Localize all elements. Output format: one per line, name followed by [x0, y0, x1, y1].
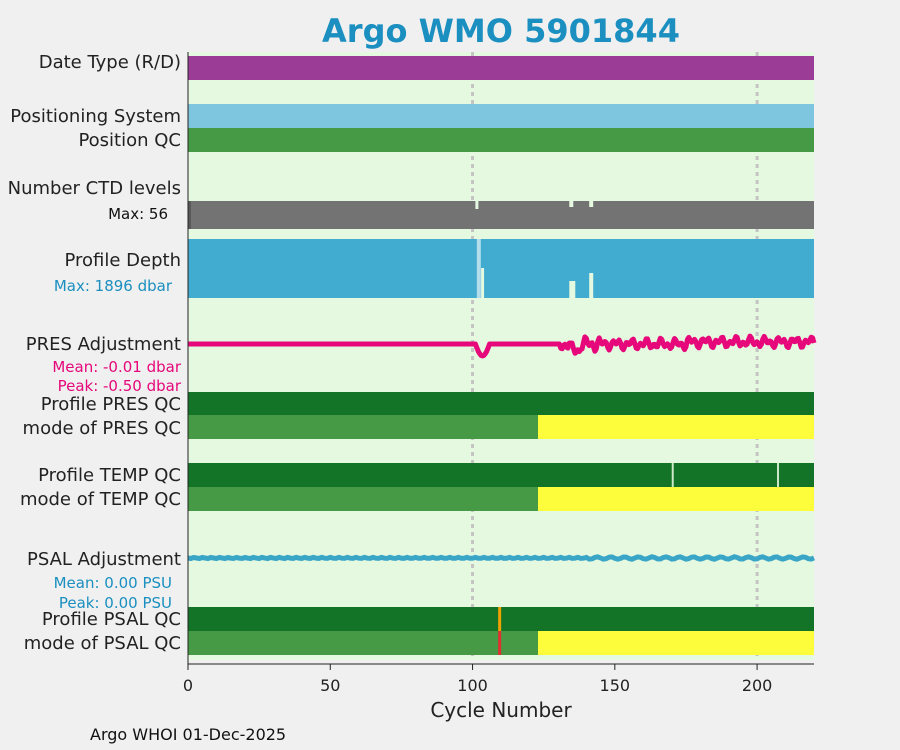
psal-qc-flag-red: [498, 631, 502, 655]
bar-mode-psal-qc-yellow: [537, 631, 814, 655]
label-psal-peak: Peak: 0.00 PSU: [58, 594, 172, 612]
label-mode-temp-qc: mode of TEMP QC: [19, 489, 181, 510]
label-profile-depth: Profile Depth: [64, 250, 181, 271]
x-tick-label: 100: [457, 676, 488, 695]
label-pres-mean: Mean: -0.01 dbar: [52, 358, 181, 376]
bar-date-type: [188, 56, 814, 80]
x-axis-label: Cycle Number: [430, 698, 572, 722]
label-psal-adjustment: PSAL Adjustment: [26, 549, 181, 570]
x-tick-label: 50: [320, 676, 340, 695]
bar-mode-temp-qc-good: [188, 487, 538, 511]
bar-mode-pres-qc-yellow: [537, 415, 814, 439]
ctd-notch: [475, 201, 479, 209]
label-profile-psal-qc: Profile PSAL QC: [41, 609, 181, 630]
footer-credit: Argo WHOI 01-Dec-2025: [90, 725, 287, 744]
bar-positioning-system: [188, 104, 814, 128]
label-mode-pres-qc: mode of PRES QC: [22, 418, 181, 439]
label-profile-pres-qc: Profile PRES QC: [40, 394, 181, 415]
label-ctd-max: Max: 56: [108, 205, 168, 223]
pres-adjustment-line: [186, 333, 817, 359]
x-tick-label: 150: [600, 676, 631, 695]
label-positioning-system: Positioning System: [10, 106, 181, 127]
bar-position-qc: [188, 128, 814, 152]
label-date-type: Date Type (R/D): [38, 52, 181, 73]
depth-notch: [481, 268, 485, 298]
depth-notch: [569, 281, 576, 298]
label-psal-mean: Mean: 0.00 PSU: [53, 574, 172, 592]
psal-qc-flag-orange: [498, 607, 502, 631]
bar-mode-temp-qc-yellow: [537, 487, 814, 511]
depth-gap-line: [476, 239, 481, 298]
series-lines: [186, 333, 817, 562]
depth-notch: [589, 273, 594, 298]
qc-bars: [188, 56, 814, 655]
label-depth-max: Max: 1896 dbar: [53, 277, 172, 295]
label-pres-peak: Peak: -0.50 dbar: [57, 377, 181, 395]
bar-ctd-levels: [188, 201, 814, 229]
label-ctd-levels: Number CTD levels: [7, 178, 181, 199]
bar-mode-pres-qc-good: [188, 415, 538, 439]
ctd-start-marker: [188, 201, 191, 229]
temp-qc-gap: [671, 463, 674, 487]
label-profile-temp-qc: Profile TEMP QC: [38, 465, 181, 486]
bar-profile-temp-qc: [188, 463, 814, 487]
x-tick-label: 0: [183, 676, 193, 695]
label-position-qc: Position QC: [78, 130, 181, 151]
ctd-notch: [569, 201, 574, 207]
ctd-notch: [589, 201, 594, 207]
bar-profile-pres-qc: [188, 392, 814, 415]
temp-qc-gap: [777, 463, 780, 487]
bar-profile-depth: [188, 239, 814, 298]
chart-title: Argo WMO 5901844: [322, 12, 680, 50]
label-pres-adjustment: PRES Adjustment: [25, 334, 181, 355]
x-tick-label: 200: [742, 676, 773, 695]
psal-adjustment-line: [187, 554, 815, 562]
bar-mode-psal-qc-good: [188, 631, 538, 655]
label-mode-psal-qc: mode of PSAL QC: [23, 633, 181, 654]
x-axis: 0 50 100 150 200: [183, 52, 814, 695]
